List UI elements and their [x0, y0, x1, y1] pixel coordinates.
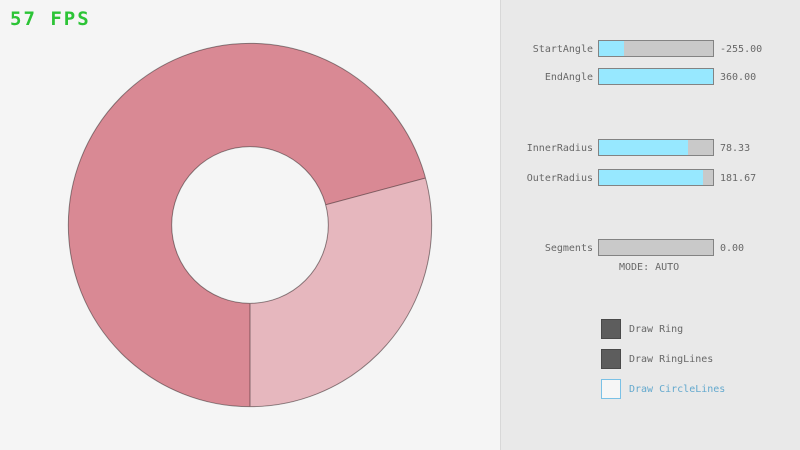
checkbox-label: Draw Ring	[629, 323, 684, 335]
check-row-draw-ring: Draw Ring	[601, 319, 683, 339]
slider-fill	[599, 41, 624, 56]
segments-slider[interactable]	[598, 239, 714, 256]
inner-radius-slider[interactable]	[598, 139, 714, 156]
slider-label: OuterRadius	[526, 173, 593, 184]
slider-row-startangle: StartAngle -255.00	[501, 40, 800, 57]
slider-fill	[599, 69, 713, 84]
ring-outline-lines	[67, 42, 433, 408]
slider-row-segments: Segments 0.00	[501, 239, 800, 256]
controls-panel: StartAngle -255.00 EndAngle 360.00 Inner…	[500, 0, 800, 450]
slider-label: EndAngle	[544, 72, 593, 83]
slider-label: StartAngle	[532, 44, 593, 55]
ring-single-layer-region	[250, 177, 432, 407]
slider-value: 0.00	[720, 243, 745, 254]
checkbox-label: Draw CircleLines	[629, 383, 726, 395]
draw-ring-checkbox[interactable]	[601, 319, 621, 339]
ring-drawing	[67, 42, 433, 408]
checkbox-label: Draw RingLines	[629, 353, 714, 365]
slider-value: 78.33	[720, 143, 751, 154]
slider-value: 181.67	[720, 173, 757, 184]
end-angle-slider[interactable]	[598, 68, 714, 85]
fps-counter: 57 FPS	[10, 8, 91, 30]
check-row-draw-circlelines: Draw CircleLines	[601, 379, 725, 399]
mode-label: MODE: AUTO	[619, 262, 680, 273]
draw-ringlines-checkbox[interactable]	[601, 349, 621, 369]
slider-fill	[599, 140, 689, 155]
slider-label: InnerRadius	[526, 143, 593, 154]
slider-fill	[599, 170, 703, 185]
check-row-draw-ringlines: Draw RingLines	[601, 349, 713, 369]
slider-row-outerradius: OuterRadius 181.67	[501, 169, 800, 186]
slider-row-endangle: EndAngle 360.00	[501, 68, 800, 85]
start-angle-slider[interactable]	[598, 40, 714, 57]
slider-label: Segments	[544, 243, 593, 254]
slider-value: 360.00	[720, 72, 757, 83]
draw-circlelines-checkbox[interactable]	[601, 379, 621, 399]
slider-row-innerradius: InnerRadius 78.33	[501, 139, 800, 156]
outer-radius-slider[interactable]	[598, 169, 714, 186]
slider-value: -255.00	[720, 44, 763, 55]
